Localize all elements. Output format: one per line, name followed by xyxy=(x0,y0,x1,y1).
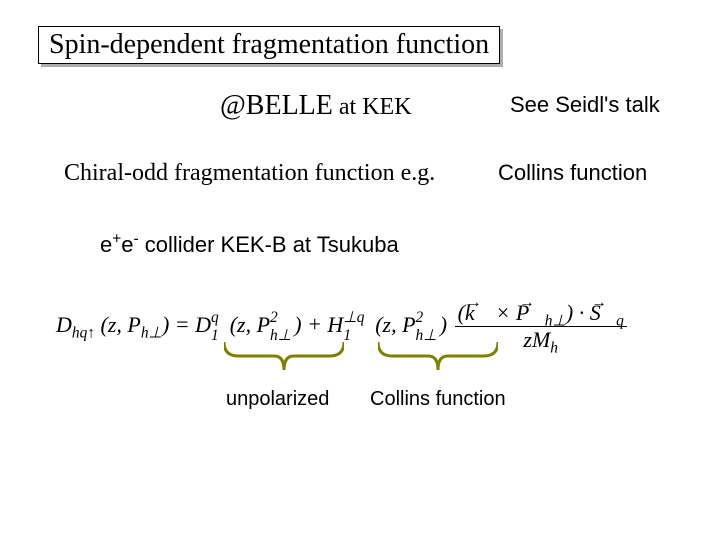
collins-top-label: Collins function xyxy=(498,160,647,186)
label-unpolarized: unpolarized xyxy=(226,388,329,411)
t2-z: z xyxy=(383,312,392,337)
lhs-open: ( xyxy=(100,312,107,337)
t2-P: P xyxy=(402,312,415,337)
eq: = xyxy=(175,312,195,337)
collider-e2: e xyxy=(121,232,133,257)
t1-comma: , xyxy=(246,312,257,337)
t2-close: ) xyxy=(440,312,447,337)
collider-e1: e xyxy=(100,232,112,257)
num-times: × xyxy=(490,300,516,325)
page-title: Spin-dependent fragmentation function xyxy=(38,26,500,64)
chiral-heading: Chiral-odd fragmentation function e.g. xyxy=(54,158,445,189)
den-Msub: h xyxy=(550,339,558,356)
t1-close: ) xyxy=(294,312,301,337)
t1-D: D xyxy=(195,312,211,337)
num-k-arrow: → xyxy=(466,294,481,311)
t1-open: ( xyxy=(230,312,237,337)
belle-heading: @BELLE at KEK xyxy=(210,88,422,124)
num-P-arrow: → xyxy=(519,294,534,311)
plus: + xyxy=(307,312,327,337)
brace-collins xyxy=(378,342,498,370)
num-dot: · xyxy=(573,300,590,325)
term1: Dq1 (z, P2h⊥) xyxy=(195,312,307,337)
seidl-note: See Seidl's talk xyxy=(510,92,660,118)
frac-num: (k→ × P→h⊥) · S→q xyxy=(455,300,627,327)
brace-unpolarized xyxy=(224,342,344,370)
lhs-arrow: ↑ xyxy=(87,324,95,341)
lhs-sub: hq xyxy=(72,324,87,341)
lhs-comma: , xyxy=(116,312,127,337)
t2-open: ( xyxy=(375,312,382,337)
lhs: Dhq↑ (z, Ph⊥) xyxy=(56,312,175,337)
den-M: M xyxy=(532,327,550,352)
slide: Spin-dependent fragmentation function @B… xyxy=(0,0,720,540)
belle-prefix: @BELLE xyxy=(220,90,333,121)
collider-suffix: collider KEK-B at Tsukuba xyxy=(139,232,399,257)
belle-suffix: at KEK xyxy=(333,94,412,120)
lhs-P: P xyxy=(127,312,140,337)
num-S-arrow: → xyxy=(591,294,606,311)
label-collins-bottom: Collins function xyxy=(370,388,506,411)
den-z: z xyxy=(523,327,532,352)
lhs-D: D xyxy=(56,312,72,337)
lhs-close: ) xyxy=(162,312,169,337)
lhs-Psub: h⊥ xyxy=(141,324,162,341)
collider-note: e+e- collider KEK-B at Tsukuba xyxy=(100,232,399,258)
num-open: ( xyxy=(458,300,465,325)
term2: H⊥q1 (z, P2h⊥) xyxy=(327,312,452,337)
t2-comma: , xyxy=(391,312,402,337)
t2-H: H xyxy=(327,312,343,337)
num-Ssub: q xyxy=(616,312,624,329)
t1-P: P xyxy=(257,312,270,337)
collider-sup1: + xyxy=(112,231,121,248)
t1-z: z xyxy=(237,312,246,337)
